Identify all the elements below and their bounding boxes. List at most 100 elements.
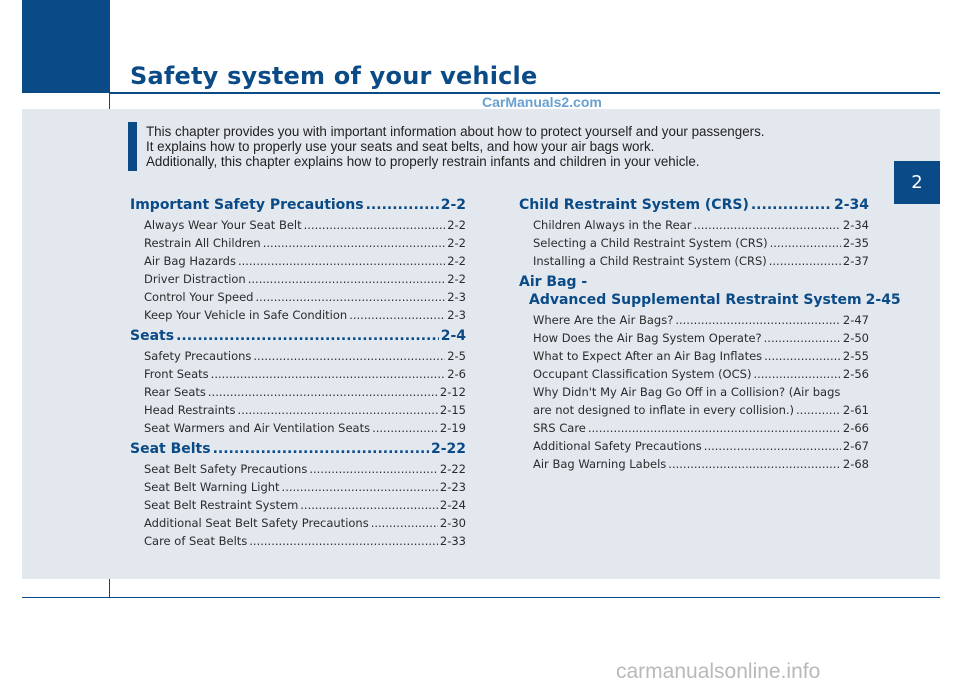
intro-line: This chapter provides you with important… bbox=[146, 124, 765, 139]
intro-line: It explains how to properly use your sea… bbox=[146, 139, 655, 154]
item-label: Front Seats bbox=[144, 367, 209, 381]
item-label: SRS Care bbox=[533, 421, 586, 435]
toc-section-heading[interactable]: Child Restraint System (CRS) 2-34 bbox=[519, 196, 869, 214]
leader-dots bbox=[300, 496, 438, 514]
item-label: Seat Belt Warning Light bbox=[144, 480, 280, 494]
toc-item[interactable]: Air Bag Warning Labels 2-68 bbox=[519, 455, 869, 473]
leader-dots bbox=[371, 514, 438, 532]
leader-dots bbox=[753, 365, 840, 383]
item-page: 2-55 bbox=[842, 349, 869, 363]
item-page: 2-24 bbox=[439, 498, 466, 512]
toc-item[interactable]: Care of Seat Belts 2-33 bbox=[130, 532, 466, 550]
toc-item[interactable]: Control Your Speed 2-3 bbox=[130, 288, 466, 306]
item-label: Children Always in the Rear bbox=[533, 218, 692, 232]
toc-section-heading[interactable]: Important Safety Precautions 2-2 bbox=[130, 196, 466, 214]
item-page: 2-2 bbox=[447, 236, 466, 250]
leader-dots bbox=[349, 306, 445, 324]
item-page: 2-33 bbox=[439, 534, 466, 548]
section-title: Child Restraint System (CRS) bbox=[519, 197, 749, 213]
header-color-block bbox=[22, 0, 109, 93]
item-page: 2-15 bbox=[439, 403, 466, 417]
item-label: Seat Belt Safety Precautions bbox=[144, 462, 308, 476]
leader-dots bbox=[213, 440, 429, 458]
item-page: 2-23 bbox=[439, 480, 466, 494]
item-label: Air Bag Hazards bbox=[144, 254, 236, 268]
toc-item[interactable]: Occupant Classification System (OCS) 2-56 bbox=[519, 365, 869, 383]
toc-item[interactable]: Installing a Child Restraint System (CRS… bbox=[519, 252, 869, 270]
item-label: Care of Seat Belts bbox=[144, 534, 248, 548]
toc-item[interactable]: Restrain All Children 2-2 bbox=[130, 234, 466, 252]
title-underline bbox=[109, 92, 940, 94]
section-title-continued: Advanced Supplemental Restraint System bbox=[529, 292, 862, 308]
toc-item[interactable]: Seat Belt Warning Light 2-23 bbox=[130, 478, 466, 496]
leader-dots bbox=[211, 365, 446, 383]
item-page: 2-67 bbox=[842, 439, 869, 453]
item-label: Occupant Classification System (OCS) bbox=[533, 367, 752, 381]
leader-dots bbox=[263, 234, 445, 252]
toc-section-heading[interactable]: Seats 2-4 bbox=[130, 327, 466, 345]
toc-section-heading-line2[interactable]: Advanced Supplemental Restraint System 2… bbox=[519, 291, 901, 309]
item-label: Why Didn't My Air Bag Go Off in a Collis… bbox=[533, 385, 841, 399]
item-label: Always Wear Your Seat Belt bbox=[144, 218, 302, 232]
toc-item[interactable]: Selecting a Child Restraint System (CRS)… bbox=[519, 234, 869, 252]
toc-item[interactable]: How Does the Air Bag System Operate? 2-50 bbox=[519, 329, 869, 347]
item-page: 2-50 bbox=[842, 331, 869, 345]
section-page: 2-4 bbox=[440, 328, 466, 344]
page-title: Safety system of your vehicle bbox=[130, 62, 538, 90]
toc-item[interactable]: Safety Precautions 2-5 bbox=[130, 347, 466, 365]
toc-item[interactable]: Seat Belt Restraint System 2-24 bbox=[130, 496, 466, 514]
toc-item[interactable]: Head Restraints 2-15 bbox=[130, 401, 466, 419]
toc-section: Child Restraint System (CRS) 2-34 Childr… bbox=[519, 196, 869, 270]
leader-dots bbox=[304, 216, 446, 234]
toc-item[interactable]: Always Wear Your Seat Belt 2-2 bbox=[130, 216, 466, 234]
item-label: Where Are the Air Bags? bbox=[533, 313, 674, 327]
intro-accent-bar bbox=[128, 122, 137, 171]
toc-item[interactable]: Why Didn't My Air Bag Go Off in a Collis… bbox=[519, 383, 869, 419]
toc-item[interactable]: Front Seats 2-6 bbox=[130, 365, 466, 383]
watermark-bottom[interactable]: carmanualsonline.info bbox=[616, 660, 821, 683]
toc-item[interactable]: Seat Warmers and Air Ventilation Seats 2-… bbox=[130, 419, 466, 437]
leader-dots bbox=[769, 252, 841, 270]
toc-item[interactable]: Where Are the Air Bags? 2-47 bbox=[519, 311, 869, 329]
toc-item[interactable]: Children Always in the Rear 2-34 bbox=[519, 216, 869, 234]
toc-item[interactable]: Additional Seat Belt Safety Precautions 2… bbox=[130, 514, 466, 532]
item-page: 2-35 bbox=[842, 236, 869, 250]
item-label: Seat Belt Restraint System bbox=[144, 498, 299, 512]
toc-right-column: Child Restraint System (CRS) 2-34 Childr… bbox=[519, 196, 901, 476]
item-label: Keep Your Vehicle in Safe Condition bbox=[144, 308, 348, 322]
toc-item[interactable]: Driver Distraction 2-2 bbox=[130, 270, 466, 288]
item-page: 2-56 bbox=[842, 367, 869, 381]
toc-section-heading-line1[interactable]: Air Bag - bbox=[519, 273, 869, 291]
leader-dots bbox=[751, 196, 832, 214]
leader-dots bbox=[796, 401, 841, 419]
section-title: Important Safety Precautions bbox=[130, 197, 364, 213]
leader-dots bbox=[704, 437, 841, 455]
toc-item[interactable]: Keep Your Vehicle in Safe Condition 2-3 bbox=[130, 306, 466, 324]
section-page: 2-45 bbox=[865, 292, 901, 308]
toc-section-heading[interactable]: Seat Belts 2-22 bbox=[130, 440, 466, 458]
leader-dots bbox=[372, 419, 438, 437]
leader-dots bbox=[309, 460, 438, 478]
item-label: Restrain All Children bbox=[144, 236, 261, 250]
toc-item[interactable]: Additional Safety Precautions 2-67 bbox=[519, 437, 869, 455]
section-title: Air Bag - bbox=[519, 274, 588, 290]
leader-dots bbox=[366, 196, 439, 214]
item-page: 2-19 bbox=[439, 421, 466, 435]
chapter-intro: This chapter provides you with important… bbox=[146, 124, 906, 169]
toc-item[interactable]: What to Expect After an Air Bag Inflates… bbox=[519, 347, 869, 365]
watermark-top[interactable]: CarManuals2.com bbox=[482, 94, 602, 110]
leader-dots bbox=[588, 419, 841, 437]
toc-section: Seat Belts 2-22 Seat Belt Safety Precaut… bbox=[130, 440, 466, 550]
item-page: 2-34 bbox=[842, 218, 869, 232]
leader-dots bbox=[238, 401, 438, 419]
toc-item[interactable]: Air Bag Hazards 2-2 bbox=[130, 252, 466, 270]
item-label-continued: are not designed to inflate in every col… bbox=[533, 403, 795, 417]
item-label: Selecting a Child Restraint System (CRS) bbox=[533, 236, 768, 250]
toc-item[interactable]: Rear Seats 2-12 bbox=[130, 383, 466, 401]
item-label: Control Your Speed bbox=[144, 290, 254, 304]
toc-item[interactable]: SRS Care 2-66 bbox=[519, 419, 869, 437]
toc-item[interactable]: Seat Belt Safety Precautions 2-22 bbox=[130, 460, 466, 478]
item-page: 2-2 bbox=[447, 254, 466, 268]
intro-line: Additionally, this chapter explains how … bbox=[146, 154, 700, 169]
chapter-tab[interactable]: 2 bbox=[894, 161, 940, 204]
